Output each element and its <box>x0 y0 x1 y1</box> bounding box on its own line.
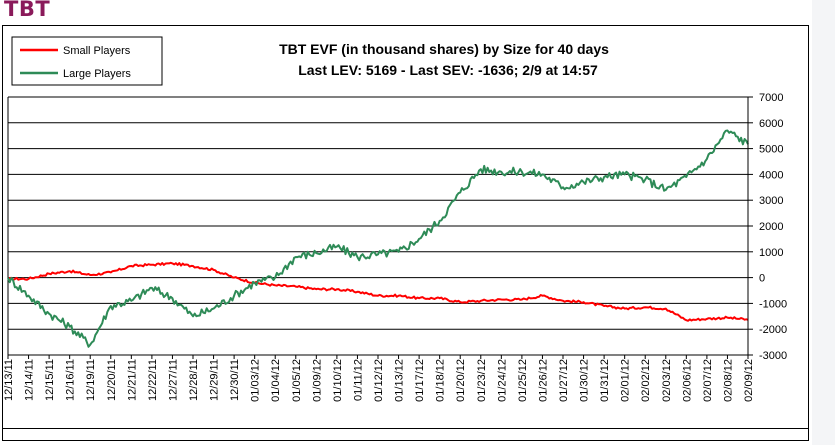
x-tick-label-02-07-12: 02/07/12 <box>702 359 714 402</box>
x-tick-label-12-21-11: 12/21/11 <box>126 359 138 401</box>
x-tick-label-01-24-12: 01/24/12 <box>496 359 508 402</box>
y-axis: 7000 6000 5000 4000 3000 2000 1000 0 -1000 -2000 -… <box>747 92 787 362</box>
x-tick-label-01-03-12: 01/03/12 <box>250 359 262 402</box>
x-tick-label-01-13-12: 01/13/12 <box>394 359 406 402</box>
x-tick-label-12-28-11: 12/28/11 <box>188 359 200 401</box>
x-tick-label-01-10-12: 01/10/12 <box>332 359 344 402</box>
page-heading: TBT <box>4 0 51 21</box>
side-strip <box>812 0 835 445</box>
x-tick-label-01-09-12: 01/09/12 <box>311 359 323 402</box>
chart-frame <box>2 25 809 441</box>
x-tick-label-01-12-12: 01/12/12 <box>373 359 385 402</box>
x-tick-label-12-19-11: 12/19/11 <box>85 359 97 401</box>
x-tick-label-02-03-12: 02/03/12 <box>661 359 673 402</box>
x-tick-label-12-29-11: 12/29/11 <box>209 359 221 401</box>
series-line-large-players <box>7 129 749 348</box>
legend-label-large-players: Large Players <box>63 68 131 80</box>
x-tick-label-12-22-11: 12/22/11 <box>147 359 159 401</box>
x-tick-label-02-09-12: 02/09/12 <box>743 359 755 402</box>
y-tick-label-3000: 3000 <box>759 195 783 207</box>
y-tick-label-1000: -1000 <box>759 298 787 310</box>
x-tick-label-01-20-12: 01/20/12 <box>455 359 467 402</box>
x-tick-label-12-20-11: 12/20/11 <box>106 359 118 401</box>
x-tick-label-01-31-12: 01/31/12 <box>599 359 611 402</box>
y-tick-label-4000: 4000 <box>759 169 783 181</box>
x-tick-label-01-25-12: 01/25/12 <box>517 359 529 402</box>
x-tick-label-01-18-12: 01/18/12 <box>435 359 447 402</box>
x-axis: 12/13/11 12/14/11 12/15/11 12/16/11 12/19/11… <box>3 355 755 402</box>
legend-label-small-players: Small Players <box>63 45 131 57</box>
x-tick-label-02-06-12: 02/06/12 <box>681 359 693 402</box>
x-tick-label-12-15-11: 12/15/11 <box>44 359 56 401</box>
chart-subtitle: Last LEV: 5169 - Last SEV: -1636; 2/9 at… <box>298 62 598 78</box>
y-tick-label-3000: -3000 <box>759 350 787 362</box>
y-tick-label-1000: 1000 <box>759 247 783 259</box>
x-tick-label-12-27-11: 12/27/11 <box>167 359 179 401</box>
y-tick-label-6000: 6000 <box>759 118 783 130</box>
x-tick-label-12-30-11: 12/30/11 <box>229 359 241 401</box>
x-tick-label-01-04-12: 01/04/12 <box>270 359 282 402</box>
x-tick-label-01-17-12: 01/17/12 <box>414 359 426 402</box>
x-tick-label-02-08-12: 02/08/12 <box>722 359 734 402</box>
grid-layer <box>7 96 748 356</box>
x-tick-label-01-11-12: 01/11/12 <box>352 359 364 401</box>
y-tick-label-0: 0 <box>759 273 765 285</box>
x-tick-label-12-14-11: 12/14/11 <box>24 359 36 401</box>
x-tick-label-01-05-12: 01/05/12 <box>291 359 303 402</box>
chart-legend: Small Players Large Players <box>11 36 163 86</box>
chart-title: TBT EVF (in thousand shares) by Size for… <box>279 41 609 57</box>
legend-box <box>11 36 163 86</box>
series-line-small-players <box>7 261 749 322</box>
x-tick-label-01-27-12: 01/27/12 <box>558 359 570 402</box>
x-tick-label-12-13-11: 12/13/11 <box>3 359 15 401</box>
x-tick-label-01-23-12: 01/23/12 <box>476 359 488 402</box>
chart-bottom-border <box>2 428 809 429</box>
x-tick-label-02-01-12: 02/01/12 <box>620 359 632 402</box>
x-tick-label-01-26-12: 01/26/12 <box>537 359 549 402</box>
x-tick-label-12-16-11: 12/16/11 <box>65 359 77 401</box>
x-tick-label-01-30-12: 01/30/12 <box>579 359 591 402</box>
x-tick-label-02-02-12: 02/02/12 <box>640 359 652 402</box>
y-tick-label-5000: 5000 <box>759 144 783 156</box>
y-tick-label-2000: -2000 <box>759 324 787 336</box>
y-tick-label-2000: 2000 <box>759 221 783 233</box>
series-layer <box>7 129 749 348</box>
y-tick-label-7000: 7000 <box>759 92 783 104</box>
